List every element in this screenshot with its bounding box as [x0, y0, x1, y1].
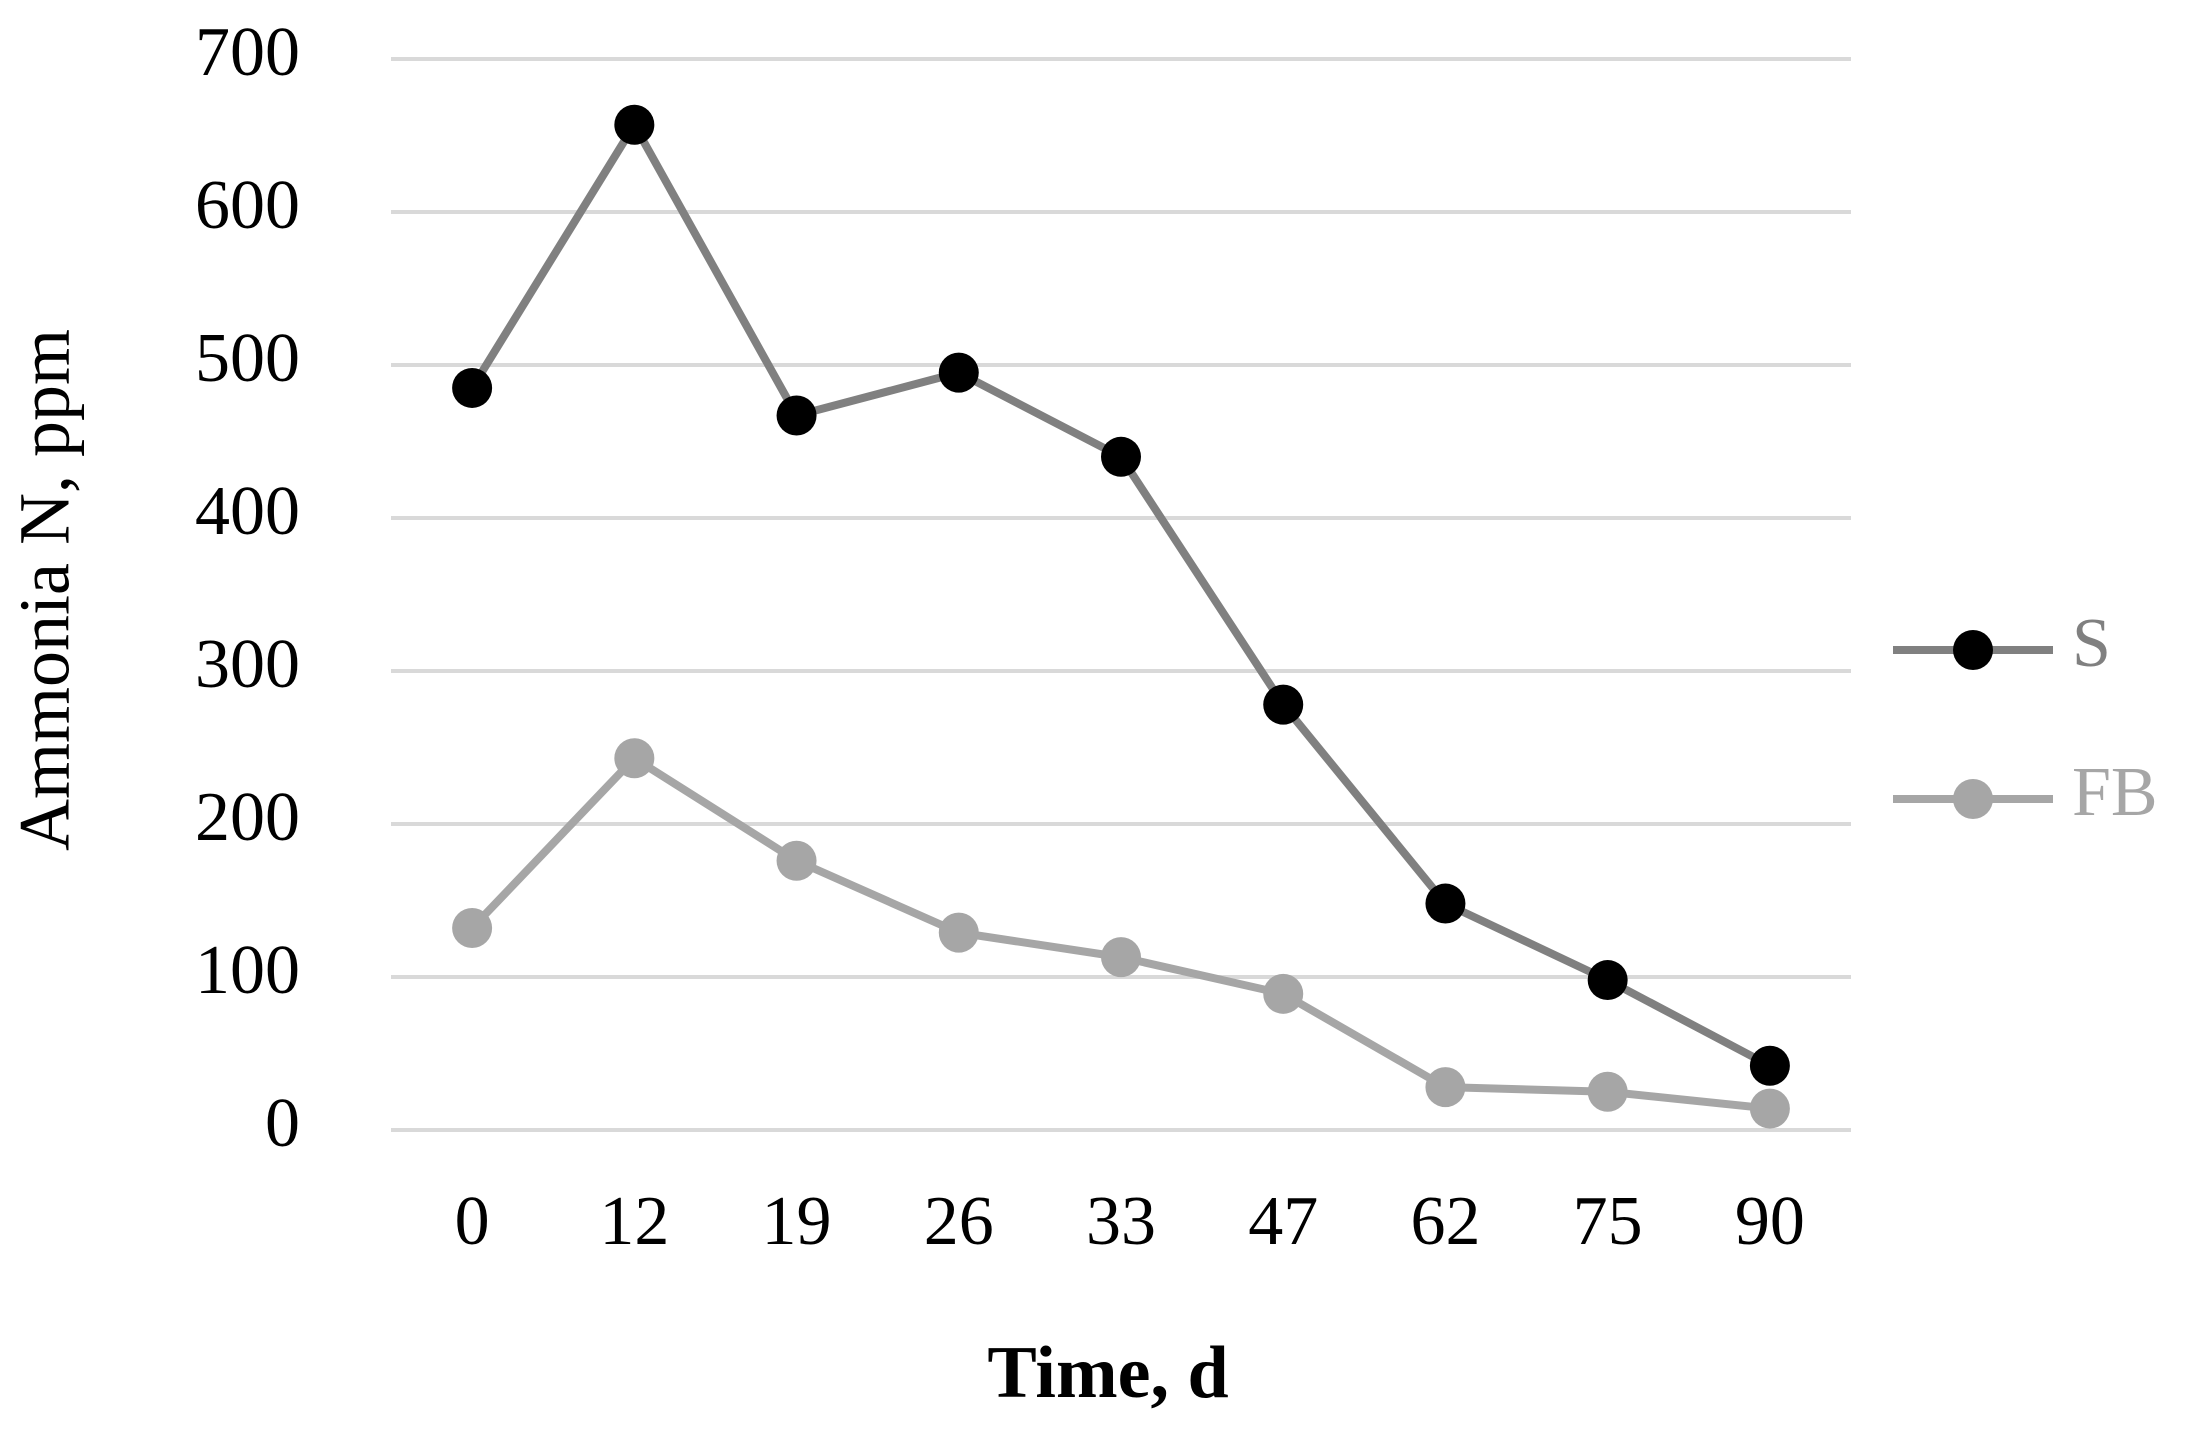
data-point [1587, 960, 1628, 1001]
y-tick-label: 300 [195, 626, 300, 703]
data-point [1101, 937, 1141, 978]
x-tick-label: 47 [1248, 1183, 1318, 1260]
legend-label: S [2072, 605, 2111, 682]
data-point [1749, 1045, 1790, 1086]
y-tick-label: 400 [195, 473, 300, 550]
data-point [1263, 973, 1304, 1014]
legend-label: FB [2072, 754, 2158, 831]
data-point [452, 367, 493, 408]
data-point [1101, 436, 1141, 477]
data-point [938, 912, 979, 953]
y-tick-label: 100 [195, 932, 300, 1009]
data-point [776, 395, 817, 436]
legend-marker [1953, 630, 1993, 670]
data-point [614, 738, 655, 779]
data-point [1749, 1088, 1790, 1129]
data-point [1425, 1067, 1466, 1108]
x-tick-label: 12 [599, 1183, 669, 1260]
x-tick-label: 0 [455, 1183, 490, 1260]
data-point [938, 352, 979, 393]
data-point [776, 840, 817, 881]
data-point [452, 908, 493, 949]
series-line [469, 754, 1771, 1113]
x-tick-label: 90 [1735, 1183, 1805, 1260]
x-tick-label: 19 [762, 1183, 832, 1260]
y-tick-label: 500 [195, 320, 300, 397]
x-tick-label: 33 [1086, 1183, 1156, 1260]
legend-marker [1953, 779, 1993, 819]
y-tick-label: 600 [195, 167, 300, 244]
y-tick-label: 200 [195, 779, 300, 856]
x-tick-label: 62 [1410, 1183, 1480, 1260]
data-point [1425, 883, 1466, 924]
x-tick-label: 26 [924, 1183, 994, 1260]
data-point [614, 104, 655, 145]
data-point [1587, 1071, 1628, 1112]
y-axis-title: Ammonia N, ppm [5, 329, 85, 851]
y-tick-label: 0 [265, 1085, 300, 1162]
y-tick-label: 700 [195, 14, 300, 91]
x-axis-title: Time, d [987, 1332, 1228, 1414]
series-line [468, 120, 1772, 1070]
data-point [1263, 684, 1304, 725]
x-tick-label: 75 [1573, 1183, 1643, 1260]
